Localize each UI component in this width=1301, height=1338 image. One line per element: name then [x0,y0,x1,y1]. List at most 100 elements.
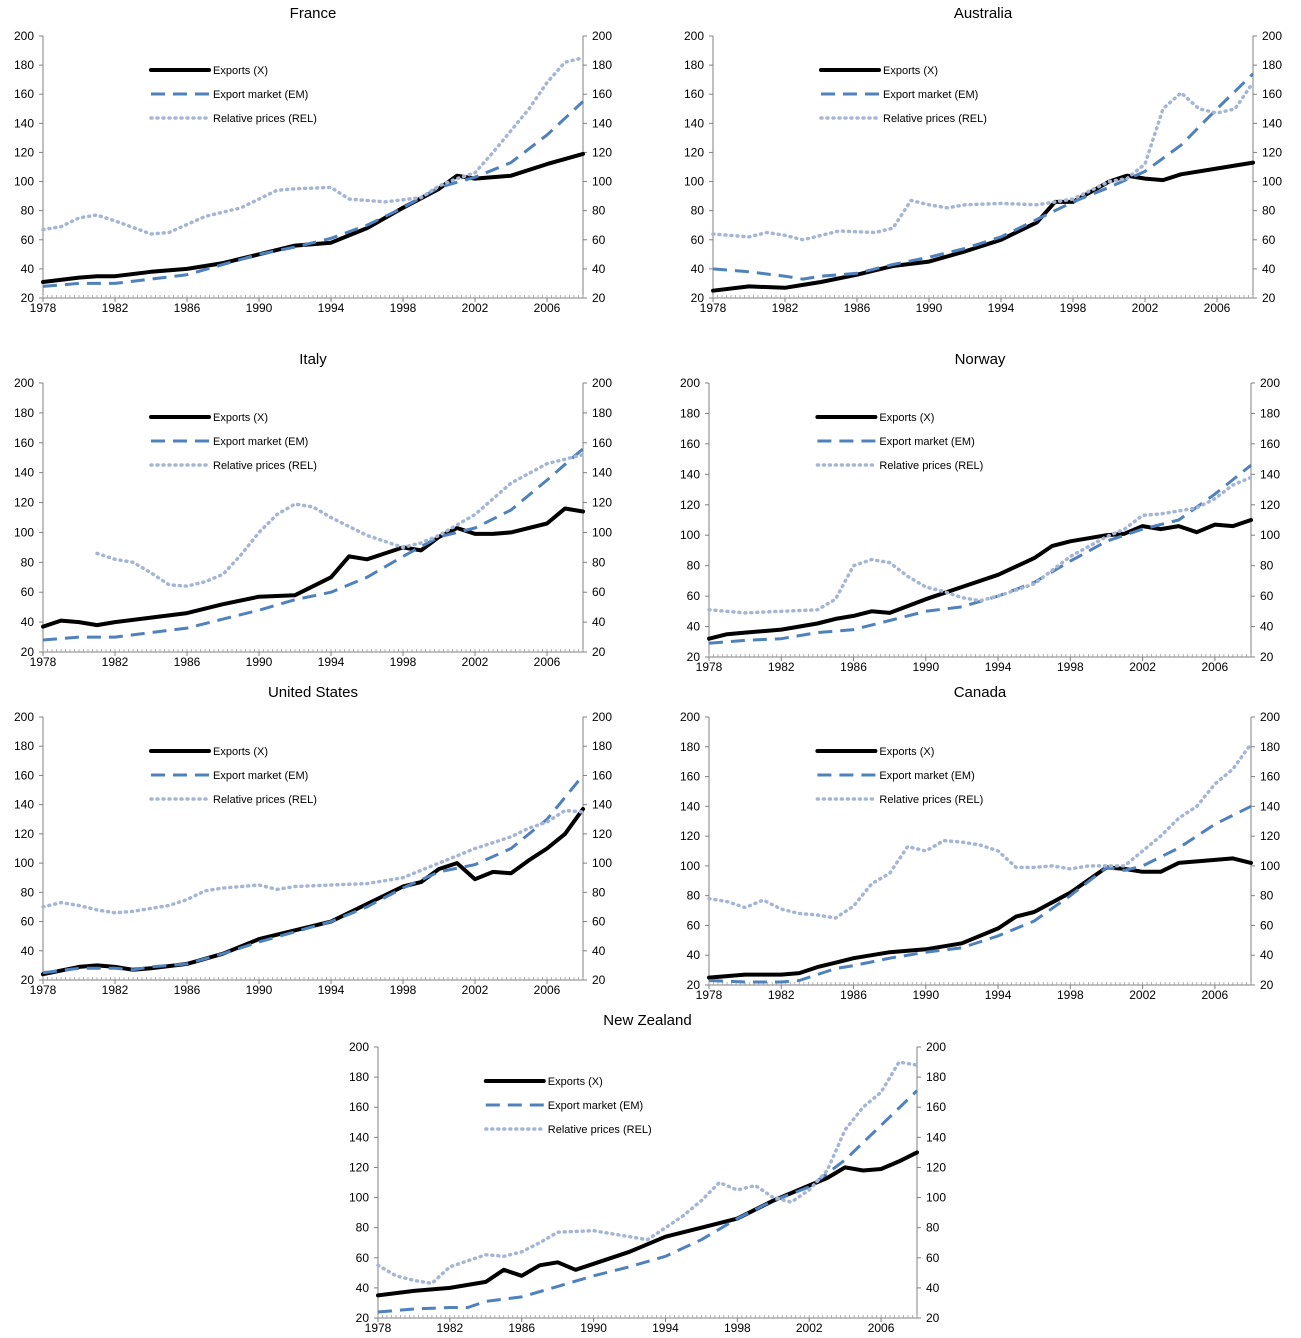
y-tick-label-right: 20 [1260,978,1274,992]
x-tick-label: 1982 [102,301,129,315]
y-tick-label-left: 20 [687,650,701,664]
x-tick-label: 1982 [768,988,795,1002]
y-tick-label-left: 160 [680,770,700,784]
y-tick-label-left: 60 [687,589,701,603]
chart-title: Canada [954,684,1007,701]
series-line-x [376,1150,919,1298]
x-tick-label: 1986 [508,1321,535,1335]
series-line-rel [707,475,1253,615]
series-line-x [707,856,1253,980]
x-tick-label: 1998 [390,983,417,997]
y-tick-label-left: 40 [356,1281,370,1295]
series-line-em [42,447,584,642]
x-tick-label: 1990 [580,1321,607,1335]
y-tick-label-left: 40 [691,262,705,276]
x-tick-label: 1990 [246,983,273,997]
y-tick-label-left: 60 [687,918,701,932]
y-tick-label-left: 160 [14,768,34,782]
y-tick-label-left: 120 [349,1160,369,1174]
y-tick-label-left: 200 [684,29,704,43]
x-tick-label: 1994 [988,301,1015,315]
y-tick-label-left: 20 [687,978,701,992]
y-tick-label-left: 100 [14,525,34,539]
legend-label-rel: Relative prices (REL) [213,460,317,472]
y-tick-label-left: 160 [14,87,34,101]
legend-label-rel: Relative prices (REL) [879,460,983,472]
y-tick-label-left: 60 [356,1251,370,1265]
y-tick-label-right: 200 [592,376,612,390]
y-tick-label-left: 20 [691,291,705,305]
x-tick-label: 2006 [534,655,561,669]
legend-label-rel: Relative prices (REL) [548,1124,652,1136]
y-tick-label-right: 40 [592,262,606,276]
y-tick-label-left: 80 [21,885,35,899]
x-tick-label: 2002 [462,983,489,997]
y-tick-label-left: 40 [21,944,35,958]
y-tick-label-left: 200 [349,1040,369,1054]
y-tick-label-left: 60 [691,233,705,247]
y-tick-label-right: 40 [1260,948,1274,962]
y-tick-label-right: 180 [1262,58,1282,72]
y-tick-label-right: 160 [1260,770,1280,784]
y-tick-label-right: 20 [592,973,606,987]
legend-label-em: Export market (EM) [883,89,978,101]
y-tick-label-right: 40 [592,615,606,629]
legend-label-em: Export market (EM) [213,89,308,101]
chart-title: Australia [954,5,1013,22]
chart-panel-0: France 20 20 40 40 60 60 80 80 100 100 120 120 140 140… [14,5,612,315]
y-tick-label-left: 40 [687,948,701,962]
y-tick-label-right: 20 [592,645,606,659]
y-tick-label-left: 120 [14,145,34,159]
x-tick-label: 1986 [840,988,867,1002]
y-tick-label-right: 60 [592,585,606,599]
y-tick-label-left: 200 [14,29,34,43]
y-tick-label-right: 120 [1262,145,1282,159]
legend-label-rel: Relative prices (REL) [883,113,987,125]
y-tick-label-left: 100 [680,859,700,873]
y-tick-label-right: 100 [1260,859,1280,873]
x-tick-label: 2002 [1129,660,1156,674]
y-tick-label-right: 200 [592,29,612,43]
y-tick-label-left: 60 [21,915,35,929]
legend-label-x: Exports (X) [883,65,938,77]
y-tick-label-right: 40 [592,944,606,958]
legend-label-rel: Relative prices (REL) [879,794,983,806]
x-tick-label: 1978 [700,301,727,315]
y-tick-label-right: 80 [1262,204,1276,218]
y-tick-label-right: 20 [1260,650,1274,664]
y-tick-label-right: 40 [1262,262,1276,276]
x-tick-label: 1982 [102,983,129,997]
legend-label-x: Exports (X) [213,746,268,758]
x-tick-label: 1978 [696,660,723,674]
y-tick-label-right: 60 [1260,589,1274,603]
x-tick-label: 1978 [365,1321,392,1335]
y-tick-label-right: 160 [592,768,612,782]
x-tick-label: 1978 [30,983,57,997]
series-line-em [708,464,1252,645]
y-tick-label-left: 140 [14,466,34,480]
y-tick-label-left: 180 [680,740,700,754]
y-tick-label-right: 120 [1260,829,1280,843]
y-tick-label-right: 160 [592,436,612,450]
y-tick-label-right: 140 [592,466,612,480]
x-tick-label: 1998 [1057,660,1084,674]
legend-label-em: Export market (EM) [879,436,974,448]
series-line-em [42,774,585,975]
x-tick-label: 1986 [174,983,201,997]
x-tick-label: 1990 [246,301,273,315]
series-line-em [708,804,1252,984]
chart-panel-5: Canada 20 20 40 40 60 60 80 80 100 100 120 120 140 140… [680,684,1280,1002]
legend-label-em: Export market (EM) [213,770,308,782]
legend-label-x: Exports (X) [213,65,268,77]
chart-panel-2: Italy 20 20 40 40 60 60 80 80 100 100 120 120 140 140 1… [14,351,612,669]
y-tick-label-right: 40 [1260,620,1274,634]
x-tick-label: 1982 [772,301,799,315]
x-tick-label: 1998 [390,301,417,315]
y-tick-label-right: 180 [592,58,612,72]
y-tick-label-right: 120 [592,827,612,841]
y-tick-label-right: 140 [1262,116,1282,130]
y-tick-label-left: 60 [21,585,35,599]
x-tick-label: 1998 [1057,988,1084,1002]
y-tick-label-right: 100 [926,1191,946,1205]
series-line-x [41,807,585,977]
